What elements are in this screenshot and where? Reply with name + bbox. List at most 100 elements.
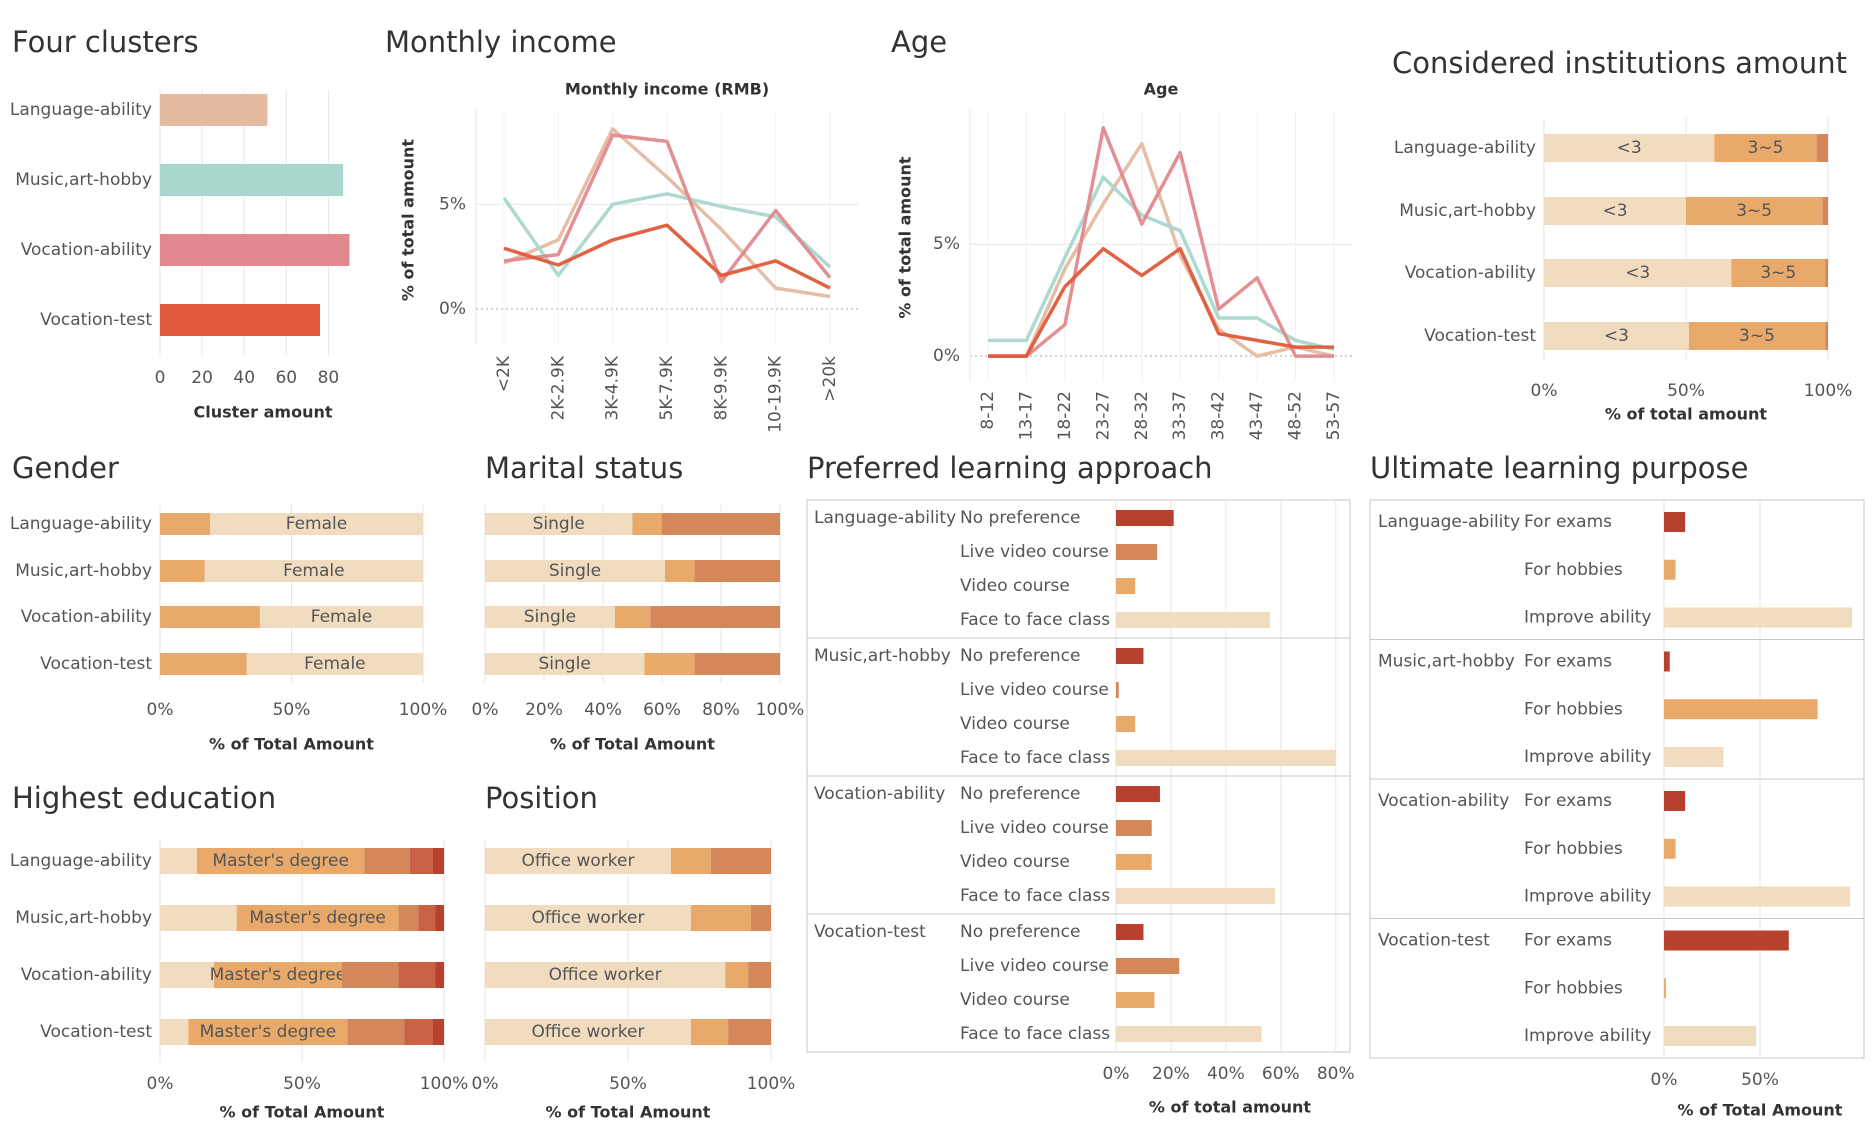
x-tick-label: 8-12 <box>978 391 998 430</box>
bar <box>1664 651 1670 672</box>
x-tick-label: 40 <box>233 368 255 388</box>
bar <box>1116 716 1136 732</box>
panel-title-marital: Marital status <box>485 451 683 485</box>
x-tick-label: 38-42 <box>1209 391 1229 440</box>
bar-segment <box>188 1019 348 1045</box>
bar-segment <box>213 962 342 988</box>
x-axis-title: % of Total Amount <box>550 735 715 754</box>
group-label: Language-ability <box>1378 512 1520 532</box>
category-label: Vocation-test <box>40 654 152 674</box>
series-line <box>503 223 831 290</box>
group-label: Language-ability <box>814 508 956 528</box>
bar <box>1664 747 1724 767</box>
bar-segment <box>670 848 711 874</box>
bar-segment <box>1714 134 1817 162</box>
bar-segment <box>204 560 423 582</box>
bar-segment <box>748 962 771 988</box>
bar <box>1116 924 1144 940</box>
y-axis-title: % of total amount <box>399 139 418 302</box>
category-label: Music,art-hobby <box>15 908 152 928</box>
segment-label: Master's degree <box>212 851 349 871</box>
y-tick-label: 5% <box>439 194 466 214</box>
x-tick-label: 48-52 <box>1286 391 1306 440</box>
panel-title-institutions: Considered institutions amount <box>1392 46 1847 80</box>
bar-segment <box>435 962 444 988</box>
category-label: Improve ability <box>1524 1026 1651 1046</box>
bar-segment <box>485 513 633 535</box>
x-tick-label: 23-27 <box>1093 391 1113 440</box>
bar <box>1664 886 1851 907</box>
y-tick-label: 0% <box>933 346 960 366</box>
panel-title-age: Age <box>891 25 947 59</box>
category-label: Face to face class <box>960 1024 1110 1044</box>
x-tick-label: 100% <box>1804 381 1853 401</box>
x-tick-label: 0% <box>472 1074 499 1094</box>
chart-income: Monthly income (RMB) 0% 5% <2K 2K-2.9K 3K-4.9… <box>399 80 858 433</box>
category-label: Music,art-hobby <box>15 561 152 581</box>
bar <box>1664 512 1686 532</box>
bar-segment <box>404 1019 433 1045</box>
bar-segment <box>160 513 210 535</box>
bar-segment <box>485 1019 691 1045</box>
segment-label: Single <box>539 654 591 674</box>
segment-label: Female <box>283 561 344 581</box>
segment-label: Single <box>524 607 576 627</box>
bar-segment <box>1544 259 1732 287</box>
bar-segment <box>485 848 671 874</box>
bar-segment <box>209 513 423 535</box>
series-line <box>503 133 832 284</box>
x-tick-label: 40% <box>1207 1064 1245 1084</box>
x-tick-label: 50% <box>1741 1070 1779 1090</box>
bar <box>160 94 268 126</box>
bar-segment <box>750 905 771 931</box>
x-tick-label: 50% <box>1667 381 1705 401</box>
x-tick-label: 20% <box>1152 1064 1190 1084</box>
bar-segment <box>347 1019 405 1045</box>
x-tick-label: 100% <box>399 700 448 720</box>
category-label: Vocation-test <box>1424 326 1536 346</box>
bar <box>1664 978 1666 999</box>
bar <box>1116 786 1160 802</box>
x-tick-label: 20 <box>191 368 213 388</box>
x-tick-label: 100% <box>420 1074 469 1094</box>
panel-title-position: Position <box>485 781 598 815</box>
category-label: Video course <box>960 990 1070 1010</box>
series-line <box>988 175 1335 352</box>
bar-segment <box>418 905 436 931</box>
segment-label: <3 <box>1625 263 1650 283</box>
x-tick-label: 60% <box>1262 1064 1300 1084</box>
panel-title-education: Highest education <box>12 781 276 815</box>
category-label: Language-ability <box>1394 138 1536 158</box>
x-tick-label: 0% <box>1103 1064 1130 1084</box>
bar <box>1116 510 1174 526</box>
bar-segment <box>364 848 410 874</box>
category-label: Live video course <box>960 818 1109 838</box>
category-label: Vocation-ability <box>1405 263 1536 283</box>
x-tick-label: 60 <box>275 368 297 388</box>
segment-label: Office worker <box>521 851 634 871</box>
bar-segment <box>398 962 436 988</box>
category-label: Live video course <box>960 542 1109 562</box>
bar <box>1664 930 1789 951</box>
category-label: Live video course <box>960 680 1109 700</box>
category-label: No preference <box>960 922 1081 942</box>
x-axis-title: % of Total Amount <box>1678 1101 1843 1120</box>
bar-segment <box>728 1019 771 1045</box>
segment-label: Female <box>286 514 347 534</box>
segment-label: Master's degree <box>249 908 386 928</box>
bar-segment <box>1544 134 1715 162</box>
bar <box>160 304 320 336</box>
bar-segment <box>1686 197 1823 225</box>
x-tick-label: 13-17 <box>1016 391 1036 440</box>
x-tick-label: 80% <box>702 700 740 720</box>
category-label: Improve ability <box>1524 887 1651 907</box>
bar-segment <box>409 848 433 874</box>
bar <box>1116 992 1155 1008</box>
bar-segment <box>432 1019 444 1045</box>
category-label: Language-ability <box>10 851 152 871</box>
category-label: No preference <box>960 646 1081 666</box>
chart-marital: 0% 20% 40% 60% 80% 100% Language-ability Single… <box>0 505 804 754</box>
series-line <box>988 126 1334 358</box>
x-tick-label: 0% <box>147 1074 174 1094</box>
x-tick-label: 43-47 <box>1247 391 1267 440</box>
